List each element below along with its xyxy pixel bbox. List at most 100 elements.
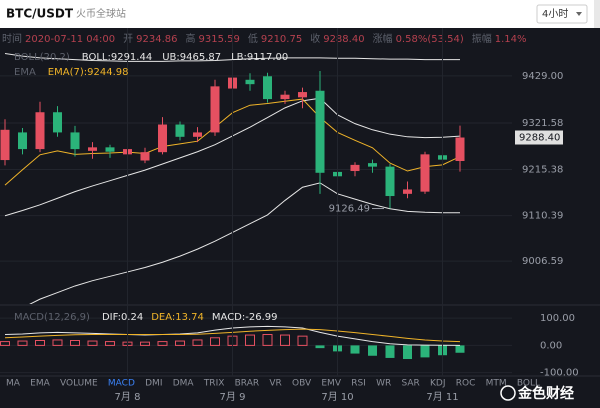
candle-body xyxy=(385,166,395,197)
candle-body xyxy=(245,79,255,85)
macd-bar xyxy=(315,345,325,349)
info-value: 9234.86 xyxy=(136,34,177,45)
candle-body xyxy=(140,152,150,161)
macd-bar xyxy=(385,345,395,358)
indicator-tab[interactable]: KDJ xyxy=(430,379,446,389)
macd-bar xyxy=(52,339,63,346)
pair: BTC/USDT xyxy=(6,7,74,21)
y-tick-label: 9429.00 xyxy=(522,71,563,82)
candle-body xyxy=(210,86,220,133)
candle-body xyxy=(0,129,10,161)
indicator-tab[interactable]: VR xyxy=(269,379,281,389)
macd-bar xyxy=(105,341,115,346)
indicator-tab[interactable]: EMV xyxy=(321,379,341,389)
info-value: 9315.59 xyxy=(198,34,239,45)
indicator-tab[interactable]: OBV xyxy=(292,379,312,389)
indicator-tab[interactable]: MTM xyxy=(486,379,507,389)
candle-body xyxy=(158,124,167,153)
candle-body xyxy=(175,124,185,137)
macd-bar xyxy=(368,345,377,356)
legend-title: BOLL(20,2) xyxy=(14,52,70,63)
legend-entry: LB:9117.00 xyxy=(231,52,288,63)
candle-body xyxy=(193,132,202,137)
legend-entry: MACD:-26.99 xyxy=(212,312,278,323)
interval[interactable]: 4小时 xyxy=(542,8,568,20)
candle-body xyxy=(70,132,80,150)
indicator-tab[interactable]: EMA xyxy=(30,379,50,389)
macd-bar xyxy=(140,341,150,346)
legend-title: MACD(12,26,9) xyxy=(14,312,90,323)
indicator-tab[interactable]: DMA xyxy=(173,379,195,389)
info-label: 涨幅 xyxy=(373,32,393,45)
x-tick-label: 7月 9 xyxy=(220,391,246,403)
indicator-tab[interactable]: BOLL xyxy=(517,379,540,389)
candle-body xyxy=(53,112,62,133)
candle-body xyxy=(403,189,412,194)
indicator-tab[interactable]: RSI xyxy=(351,379,366,389)
legend-entry: EMA(7):9244.98 xyxy=(48,67,129,78)
y-tick-label: -100.00 xyxy=(540,368,579,379)
macd-bar xyxy=(157,341,168,346)
info-value: 1.14% xyxy=(495,34,527,45)
macd-bar xyxy=(350,345,360,354)
candle-body xyxy=(88,147,97,151)
macd-bar xyxy=(210,337,220,346)
indicator-tab[interactable]: ROC xyxy=(456,379,476,389)
macd-bar xyxy=(192,339,203,346)
indicator-tab[interactable]: WR xyxy=(376,379,391,389)
last-price-tag xyxy=(515,130,563,145)
macd-bar xyxy=(420,345,430,358)
macd-bar xyxy=(297,335,308,346)
candle-body xyxy=(315,90,325,173)
x-tick-label: 7月 8 xyxy=(115,391,141,403)
legend-entry: DEA:13.74 xyxy=(151,312,204,323)
x-tick-label: 7月 11 xyxy=(426,391,458,403)
indicator-tab[interactable]: BRAR xyxy=(235,379,259,389)
dropdown-arrow xyxy=(576,12,582,16)
info-label: 高 xyxy=(185,32,195,45)
macd-bar xyxy=(87,340,98,346)
y-tick-label: 9321.58 xyxy=(522,118,563,129)
y-tick-label: 100.00 xyxy=(540,313,575,324)
watermark-logo xyxy=(500,385,516,401)
watermark: 金色财经 xyxy=(517,385,574,402)
candle-body xyxy=(350,164,360,172)
info-value: 0.58%(53.54) xyxy=(396,34,464,45)
candle-body xyxy=(35,112,45,150)
macd-bar xyxy=(70,340,80,346)
legend-title: EMA xyxy=(14,67,36,78)
info-label: 收 xyxy=(310,32,320,45)
low-annotation: 9126.49 xyxy=(329,204,370,215)
candle-body xyxy=(420,154,430,192)
exchange: 火币全球站 xyxy=(76,7,126,20)
interval-dropdown[interactable] xyxy=(536,4,588,24)
macd-bar xyxy=(175,340,185,346)
indicator-tab[interactable]: MACD xyxy=(108,379,135,389)
macd-bar xyxy=(455,345,465,353)
top-bar xyxy=(0,0,600,28)
macd-bar xyxy=(262,334,273,346)
macd-bar xyxy=(35,340,45,346)
indicator-tab[interactable]: VOLUME xyxy=(60,379,98,389)
macd-bar xyxy=(0,341,10,346)
x-tick-label: 7月 10 xyxy=(321,391,353,403)
candle-body xyxy=(368,163,377,167)
indicator-tab[interactable]: SAR xyxy=(401,379,419,389)
candle-body xyxy=(105,147,115,152)
macd-bar xyxy=(280,334,290,346)
candle-body xyxy=(18,132,27,150)
candle-body xyxy=(455,137,465,161)
y-tick-label: 9006.59 xyxy=(522,256,563,267)
candle-body xyxy=(263,76,272,100)
info-value: 9288.40 xyxy=(323,34,364,45)
indicator-tab[interactable]: MA xyxy=(6,379,21,389)
indicator-tab[interactable]: DMI xyxy=(145,379,162,389)
legend-entry: UB:9465.87 xyxy=(162,52,221,63)
info-label: 开 xyxy=(123,34,133,45)
info-value: 9210.75 xyxy=(261,34,302,45)
candle-body xyxy=(298,92,307,98)
y-tick-label: 9110.39 xyxy=(522,211,563,222)
indicator-tab[interactable]: TRIX xyxy=(203,379,225,389)
